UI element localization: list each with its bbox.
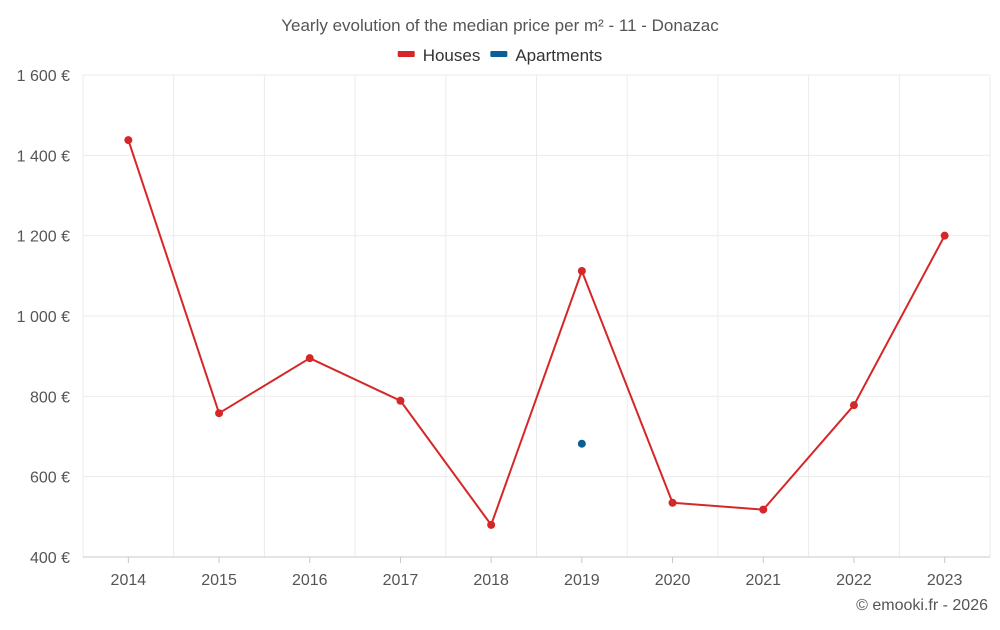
x-tick-label: 2017 — [383, 572, 419, 589]
houses-data-point[interactable] — [396, 396, 405, 405]
y-tick-label: 1 600 € — [17, 68, 70, 85]
series-layer — [124, 136, 949, 529]
x-tick-label: 2015 — [201, 572, 237, 589]
houses-data-point[interactable] — [940, 231, 949, 240]
grid — [82, 74, 991, 558]
x-tick-label: 2019 — [564, 572, 600, 589]
houses-data-point[interactable] — [759, 505, 768, 514]
houses-series-line — [127, 139, 946, 526]
x-tick-label: 2018 — [473, 572, 509, 589]
x-tick-label: 2020 — [655, 572, 691, 589]
x-tick-label: 2014 — [111, 572, 147, 589]
chart-title: Yearly evolution of the median price per… — [281, 16, 719, 35]
x-tick-label: 2023 — [927, 572, 963, 589]
houses-data-point[interactable] — [577, 267, 586, 276]
legend-label: Apartments — [515, 46, 602, 65]
houses-data-point[interactable] — [487, 520, 496, 529]
y-tick-label: 400 € — [30, 550, 70, 567]
legend-swatch-houses[interactable] — [397, 51, 415, 57]
x-axis: 2014 2015 2016 2017 2018 2019 2020 2021 2022 2023 — [83, 556, 990, 589]
y-tick-label: 800 € — [30, 389, 70, 406]
legend-swatch-apartments[interactable] — [490, 51, 508, 57]
houses-data-point[interactable] — [668, 498, 677, 507]
x-tick-label: 2016 — [292, 572, 328, 589]
y-tick-label: 600 € — [30, 470, 70, 487]
houses-data-point[interactable] — [849, 401, 858, 410]
y-tick-label: 1 200 € — [17, 229, 70, 246]
y-axis: 400 € 600 € 800 € 1 000 € 1 200 € 1 400 € 1 60… — [17, 68, 70, 567]
houses-data-point[interactable] — [124, 136, 133, 145]
y-tick-label: 1 400 € — [17, 148, 70, 165]
houses-data-point[interactable] — [215, 409, 224, 418]
apartments-data-point[interactable] — [577, 439, 586, 448]
y-tick-label: 1 000 € — [17, 309, 70, 326]
houses-data-point[interactable] — [305, 354, 314, 363]
legend-label: Houses — [423, 46, 481, 65]
credit-text: © emooki.fr - 2026 — [856, 597, 988, 614]
legend: Houses Apartments — [397, 46, 602, 65]
x-tick-label: 2022 — [836, 572, 872, 589]
x-tick-label: 2021 — [745, 572, 781, 589]
